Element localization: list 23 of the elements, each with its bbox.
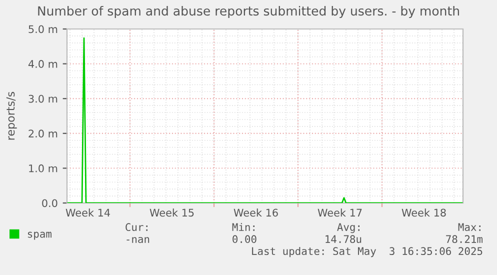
x-tick-label: Week 14 bbox=[66, 208, 110, 217]
y-tick-label: 1.0 m bbox=[29, 164, 58, 172]
legend-label: spam bbox=[28, 232, 52, 240]
y-tick-label: 4.0 m bbox=[28, 60, 58, 68]
text: Cur: bbox=[126, 223, 148, 232]
y-axis-title: reports/s bbox=[6, 92, 17, 140]
x-tick-label: Week 18 bbox=[402, 208, 446, 217]
text: -nan bbox=[126, 237, 150, 244]
text: 78.21m bbox=[446, 235, 483, 244]
y-tick-label: 2.0 m bbox=[28, 130, 58, 138]
text: Last update: Sat May 3 16:35:06 2025 bbox=[252, 246, 482, 258]
y-tick-label: 0.0 bbox=[42, 199, 58, 208]
text: Avg: bbox=[337, 223, 360, 234]
x-tick-label: Week 16 bbox=[234, 208, 278, 217]
x-tick-label: Week 15 bbox=[150, 208, 194, 217]
y-tick-label: 5.0 m bbox=[28, 25, 58, 34]
chart-title: Number of spam and abuse reports submitted by users. - by month bbox=[38, 6, 459, 18]
text: 14.78u bbox=[326, 235, 362, 244]
text: Max: bbox=[458, 223, 480, 232]
text: 0.00 bbox=[232, 235, 256, 244]
y-tick-label: 3.0 m bbox=[28, 94, 58, 103]
x-tick-label: Week 17 bbox=[318, 208, 362, 217]
text: Min: bbox=[232, 222, 254, 231]
